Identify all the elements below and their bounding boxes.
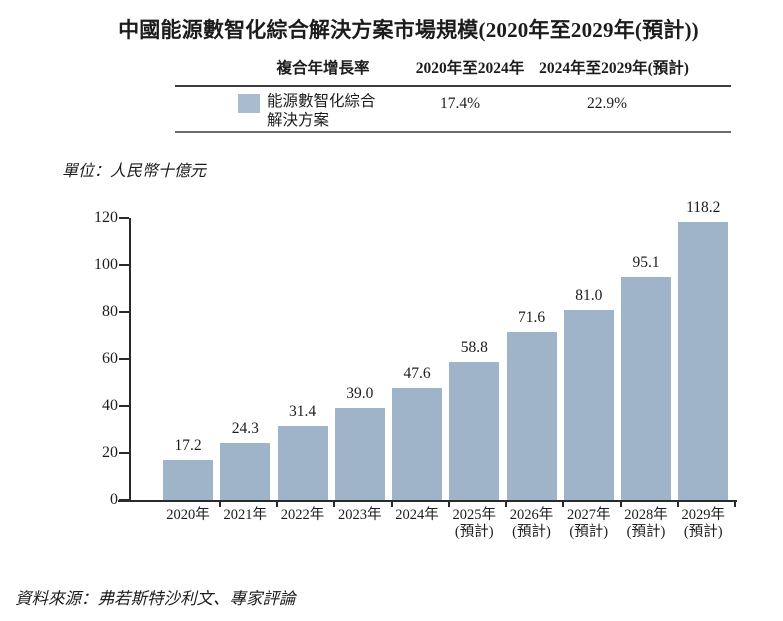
- y-axis-line: [129, 218, 131, 502]
- unit-label: 單位：人民幣十億元: [62, 163, 207, 180]
- cagr-value-2020-2024: 17.4%: [439, 95, 481, 112]
- x-axis-tick: [333, 502, 336, 507]
- x-axis-label: 2021年: [224, 507, 268, 524]
- y-axis-label: 100: [94, 256, 118, 273]
- x-axis-label-year: 2024年: [395, 507, 439, 523]
- bar: [506, 331, 557, 500]
- bar: [163, 459, 213, 500]
- x-axis-label-forecast-note: (預計): [512, 524, 551, 540]
- bar-chart: 0 20 40 60 80 100 120 17.2 2020年 24.3 2021年 31.4 202…: [0, 190, 783, 570]
- bar: [621, 276, 671, 500]
- y-axis-label: 120: [94, 209, 118, 226]
- x-axis-label: 2024年: [395, 507, 439, 524]
- x-axis-tick: [390, 502, 393, 507]
- y-axis-tick: [119, 499, 129, 501]
- legend-label-line1: 能源數智化綜合: [267, 93, 376, 110]
- x-axis-tick: [562, 502, 565, 507]
- bar: [334, 408, 385, 500]
- y-axis-label: 0: [110, 491, 118, 508]
- cagr-value-2024-2029: 22.9%: [586, 95, 628, 112]
- x-axis-label: 2028年 (預計): [624, 507, 668, 541]
- x-axis-label-year: 2028年: [624, 507, 668, 523]
- x-axis-label: 2026年 (預計): [510, 507, 554, 541]
- x-axis-tick: [276, 502, 278, 507]
- y-axis-label: 40: [102, 397, 118, 414]
- x-axis-label-year: 2029年: [681, 507, 726, 523]
- bar-value-label: 81.0: [575, 286, 603, 304]
- x-axis-label-year: 2023年: [338, 507, 382, 523]
- x-axis-tick: [218, 502, 221, 507]
- legend-swatch: [238, 94, 260, 113]
- bar-value-label: 118.2: [686, 199, 721, 217]
- x-axis-label-year: 2021年: [223, 507, 268, 523]
- x-axis-label-forecast-note: (預計): [569, 524, 609, 540]
- y-axis-tick: [119, 452, 129, 454]
- table-header-rule: [175, 85, 731, 87]
- y-axis-tick: [119, 358, 129, 360]
- bar-value-label: 95.1: [632, 253, 660, 271]
- x-axis-label-forecast-note: (預計): [626, 524, 666, 540]
- y-axis-tick: [119, 405, 129, 407]
- cagr-table: 複合年增長率 2020年至2024年 2024年至2029年(預計) 能源數智化…: [175, 50, 731, 134]
- bar-value-label: 58.8: [460, 338, 488, 356]
- x-axis-label-year: 2026年: [509, 507, 554, 523]
- x-axis-label-year: 2027年: [567, 507, 611, 523]
- bar-value-label: 47.6: [403, 365, 431, 383]
- legend-label: 能源數智化綜合 解決方案: [267, 92, 376, 130]
- table-header-2024-2029: 2024年至2029年(預計): [539, 60, 689, 77]
- bar: [392, 388, 442, 500]
- page-title: 中國能源數智化綜合解決方案市場規模(2020年至2029年(預計)): [118, 18, 699, 42]
- bar: [449, 361, 500, 500]
- x-axis-label-forecast-note: (預計): [683, 524, 723, 540]
- legend-label-line2: 解決方案: [267, 112, 330, 129]
- bar-value-label: 39.0: [346, 385, 374, 403]
- bar-value-label: 24.3: [231, 419, 259, 437]
- bar: [277, 426, 328, 500]
- source-label: 資料來源：弗若斯特沙利文、專家評論: [15, 589, 296, 608]
- x-axis-label: 2020年: [166, 507, 210, 524]
- bar-value-label: 71.6: [517, 308, 546, 326]
- y-axis-label: 20: [102, 444, 118, 461]
- bar-value-label: 17.2: [174, 436, 202, 454]
- x-axis-label-year: 2025年: [452, 507, 497, 523]
- bar: [220, 442, 271, 500]
- y-axis-tick: [119, 217, 129, 219]
- table-header-cagr: 複合年增長率: [276, 60, 370, 77]
- x-axis-label: 2029年 (預計): [682, 507, 726, 541]
- x-axis-label: 2023年: [338, 507, 382, 524]
- x-axis-tick: [734, 502, 736, 507]
- x-axis-label: 2022年: [281, 507, 325, 524]
- x-axis-tick: [676, 502, 679, 507]
- x-axis-label-forecast-note: (預計): [454, 524, 494, 540]
- x-axis-tick: [447, 502, 450, 507]
- x-axis-label-year: 2020年: [166, 507, 210, 523]
- bar: [563, 309, 614, 500]
- x-axis-label-year: 2022年: [280, 507, 325, 523]
- bar: [678, 222, 729, 500]
- x-axis-tick: [505, 502, 507, 507]
- x-axis-label: 2027年 (預計): [567, 507, 611, 541]
- table-header-2020-2024: 2020年至2024年: [415, 60, 525, 77]
- x-axis-label: 2025年 (預計): [453, 507, 497, 541]
- y-axis-tick: [119, 311, 129, 313]
- y-axis-tick: [119, 264, 129, 266]
- x-axis-tick: [619, 502, 622, 507]
- table-bottom-rule: [175, 131, 731, 133]
- y-axis-label: 60: [102, 350, 118, 367]
- x-axis-line: [118, 500, 737, 502]
- y-axis-label: 80: [102, 303, 118, 320]
- bar-value-label: 31.4: [288, 403, 317, 421]
